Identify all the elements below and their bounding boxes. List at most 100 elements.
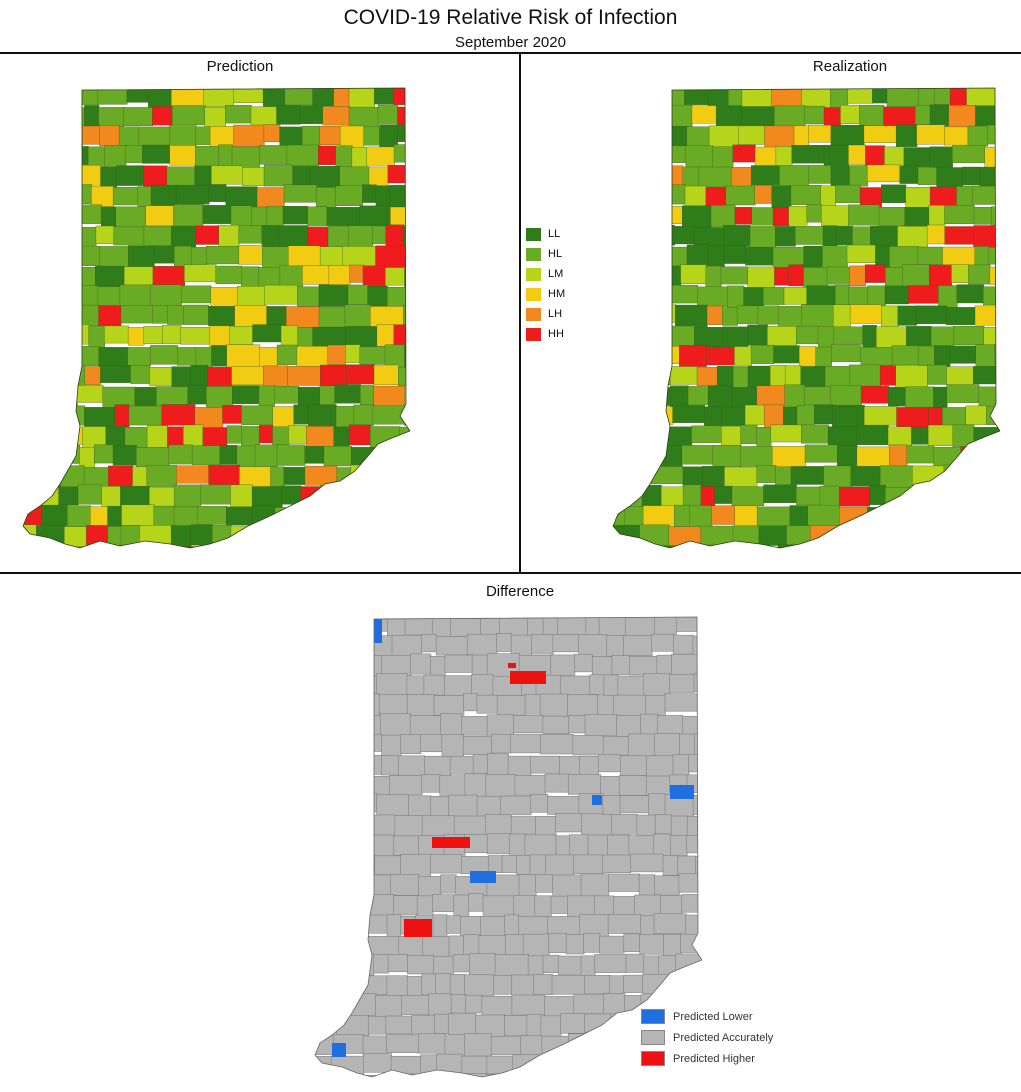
township-cell — [342, 993, 377, 1017]
township-cell — [696, 694, 702, 715]
township-cell — [339, 125, 365, 149]
township-cell — [315, 833, 344, 853]
township-cell — [618, 775, 647, 796]
township-cell — [330, 1055, 365, 1075]
township-cell — [639, 524, 670, 548]
township-cell — [226, 344, 261, 369]
township-cell — [173, 204, 204, 227]
township-cell — [926, 224, 946, 245]
township-cell — [636, 814, 656, 838]
township-cell — [936, 167, 964, 188]
township-cell — [526, 1075, 553, 1077]
township-cell — [336, 467, 352, 487]
township-cell — [183, 304, 209, 325]
township-cell — [202, 427, 228, 446]
township-cell — [423, 674, 446, 696]
township-cell — [322, 546, 340, 548]
township-cell — [711, 505, 736, 525]
township-cell — [146, 465, 177, 487]
township-cell — [640, 444, 667, 468]
township-cell — [849, 165, 869, 187]
township-cell — [629, 425, 663, 446]
township-cell — [64, 546, 89, 548]
township-cell — [374, 855, 402, 875]
township-cell — [69, 146, 89, 166]
township-cell — [613, 305, 640, 327]
township-cell — [973, 207, 993, 225]
township-cell — [161, 404, 196, 426]
township-cell — [613, 244, 641, 265]
township-cell — [835, 184, 861, 204]
township-cell — [155, 547, 187, 548]
township-cell — [447, 1013, 477, 1037]
township-cell — [38, 125, 70, 150]
township-cell — [966, 88, 998, 107]
township-cell — [723, 225, 751, 247]
township-cell — [440, 1073, 461, 1077]
township-cell — [635, 146, 669, 167]
township-cell — [181, 285, 212, 304]
township-cell — [150, 284, 182, 308]
township-cell — [375, 995, 403, 1018]
township-cell — [376, 794, 410, 818]
township-cell — [263, 525, 286, 543]
township-cell — [274, 507, 300, 531]
township-cell — [966, 467, 992, 488]
township-cell — [280, 325, 299, 348]
township-cell — [400, 444, 410, 469]
township-cell — [130, 547, 157, 548]
township-cell — [365, 894, 395, 918]
township-cell — [715, 105, 743, 129]
township-cell — [218, 144, 233, 167]
township-cell — [298, 504, 316, 523]
township-cell — [975, 344, 996, 367]
township-cell — [252, 324, 282, 343]
township-cell — [139, 525, 172, 548]
township-cell — [547, 916, 581, 935]
township-cell — [722, 326, 749, 349]
township-cell — [307, 404, 337, 428]
township-cell — [171, 225, 197, 249]
township-cell — [772, 207, 790, 227]
township-cell — [401, 995, 430, 1015]
township-cell — [923, 547, 958, 548]
township-cell — [374, 507, 396, 526]
township-cell — [884, 285, 909, 305]
township-cell — [551, 975, 586, 995]
township-cell — [724, 466, 758, 489]
township-cell — [23, 385, 43, 405]
township-cell — [613, 184, 626, 203]
township-cell — [613, 546, 637, 548]
township-cell — [927, 424, 954, 446]
township-cell — [740, 424, 758, 445]
township-cell — [464, 773, 487, 798]
township-cell — [530, 794, 549, 813]
township-cell — [779, 165, 810, 187]
township-cell — [38, 104, 71, 127]
township-cell — [357, 524, 386, 548]
township-cell — [23, 106, 40, 130]
township-cell — [613, 226, 635, 251]
township-cell — [656, 346, 680, 364]
township-cell — [832, 404, 865, 428]
township-cell — [149, 367, 173, 387]
township-cell — [770, 424, 802, 443]
township-cell — [491, 734, 512, 754]
legend-swatch — [641, 1051, 665, 1066]
township-cell — [190, 365, 209, 388]
township-cell — [66, 184, 93, 204]
township-cell — [410, 653, 432, 675]
township-cell — [682, 205, 712, 229]
township-cell — [680, 264, 707, 284]
township-cell — [951, 264, 970, 283]
township-cell — [678, 873, 702, 893]
township-cell — [867, 507, 883, 526]
township-cell — [741, 106, 775, 127]
township-cell — [334, 633, 368, 654]
township-cell — [112, 445, 137, 466]
township-cell — [887, 426, 912, 446]
township-cell — [471, 674, 494, 696]
township-cell — [359, 205, 391, 228]
township-cell — [402, 225, 410, 249]
township-cell — [595, 1075, 628, 1077]
